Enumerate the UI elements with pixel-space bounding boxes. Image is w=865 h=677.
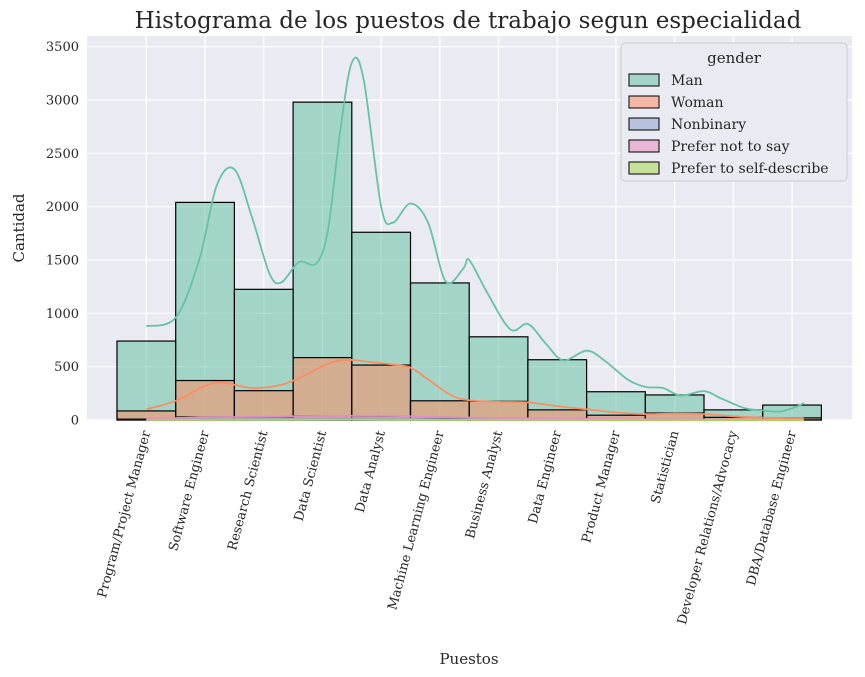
y-tick-label: 500 — [54, 360, 79, 375]
x-tick-label: Business Analyst — [463, 428, 506, 540]
x-tick-label: Research Scientist — [225, 428, 272, 552]
y-axis-label: Cantidad — [10, 193, 28, 262]
x-axis-label: Puestos — [439, 650, 498, 668]
y-tick-label: 1000 — [46, 307, 79, 322]
legend: gender Man Woman Nonbinary Prefer not to sa… — [620, 42, 848, 182]
legend-title: gender — [707, 49, 762, 67]
y-tick-label: 2000 — [46, 200, 79, 215]
x-tick-label: Data Scientist — [292, 428, 331, 522]
y-tick-label: 0 — [71, 414, 79, 429]
x-tick-label: Machine Learning Engineer — [385, 428, 448, 611]
kde-prefer-to-self-describe — [146, 418, 804, 421]
x-tick-label: Data Engineer — [526, 428, 565, 525]
x-tick-label: Software Engineer — [166, 428, 213, 552]
x-tick-label: Program/Project Manager — [95, 428, 154, 599]
legend-swatch — [628, 161, 660, 175]
y-tick-label: 3000 — [46, 94, 79, 109]
legend-box — [620, 42, 848, 182]
legend-label: Woman — [671, 95, 724, 111]
legend-label: Man — [671, 73, 703, 89]
x-tick-label: Data Analyst — [353, 428, 389, 514]
bar-woman-2 — [233, 390, 294, 421]
x-tick-label: Developer Relations/Advocacy — [675, 429, 741, 627]
legend-label: Prefer to self-describe — [671, 161, 829, 177]
x-tick-label: DBA/Database Engineer — [744, 428, 800, 587]
bar-man-5 — [409, 282, 470, 421]
x-axis-ticks: Program/Project Manager Software Engineer… — [95, 428, 800, 626]
kde-woman — [146, 358, 804, 420]
bar-woman-4 — [351, 364, 412, 421]
legend-label: Nonbinary — [671, 117, 746, 133]
y-tick-label: 3500 — [46, 40, 79, 55]
y-axis-ticks: 0 500 1000 1500 2000 2500 3000 3500 — [46, 40, 79, 428]
legend-swatch — [628, 73, 660, 87]
x-tick-label: Statistician — [649, 429, 683, 506]
legend-swatch — [628, 117, 660, 131]
legend-swatch — [628, 139, 660, 153]
chart-title: Histograma de los puestos de trabajo seg… — [135, 8, 802, 34]
kde-man — [146, 56, 805, 413]
bar-man-0 — [116, 340, 177, 421]
x-tick-label: Product Manager — [579, 428, 624, 544]
bar-woman-3 — [292, 357, 353, 421]
legend-swatch — [628, 95, 660, 109]
y-tick-label: 1500 — [46, 254, 79, 269]
legend-label: Prefer not to say — [671, 139, 790, 155]
kde-curves — [146, 56, 805, 421]
y-tick-label: 2500 — [46, 147, 79, 162]
